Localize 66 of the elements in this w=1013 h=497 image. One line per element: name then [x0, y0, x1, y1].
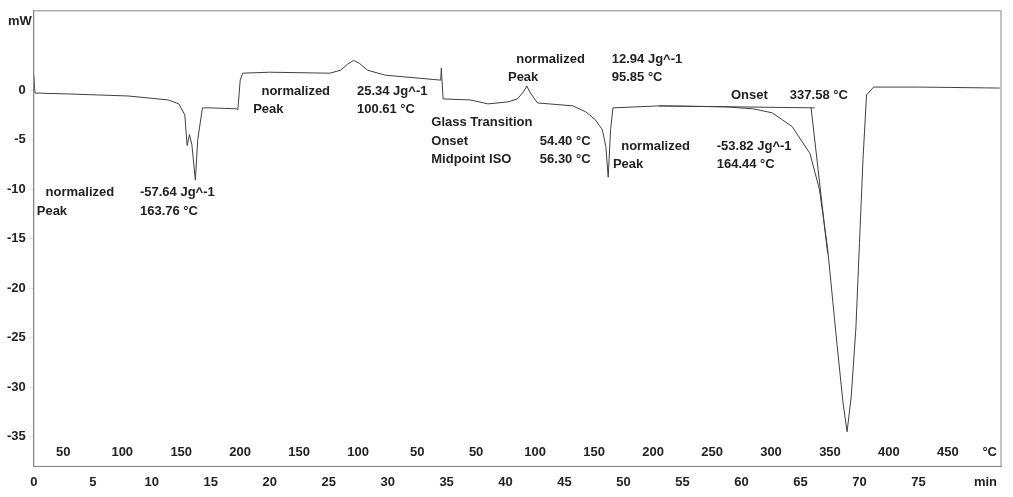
annotation: Peak: [253, 101, 285, 117]
annotation: 95.85 °C: [611, 68, 664, 84]
annotation: normalized: [621, 138, 690, 154]
annotation: Peak: [36, 203, 68, 219]
annotation: normalized: [45, 183, 115, 199]
x-tick-label: 55: [675, 473, 690, 489]
annotation: 50: [468, 443, 484, 459]
y-tick-label: -30: [6, 378, 26, 394]
x-tick-label: 10: [144, 473, 159, 489]
annotation: 250: [701, 443, 723, 459]
annotation: Peak: [612, 155, 645, 171]
x-tick-label: 60: [734, 473, 749, 489]
annotation: 56.30 °C: [539, 150, 592, 166]
annotation: °C: [982, 443, 998, 459]
y-axis-title: mW: [7, 12, 33, 28]
annotation: 450: [937, 443, 959, 459]
x-tick-label: 25: [321, 473, 336, 489]
y-tick-label: -15: [6, 230, 26, 246]
annotation: 150: [170, 443, 193, 459]
x-tick-label: 50: [616, 473, 631, 489]
x-tick-label: 35: [439, 473, 454, 489]
annotation: 50: [409, 443, 425, 459]
x-tick-label: 20: [262, 473, 277, 489]
annotation: 337.58 °C: [789, 86, 849, 102]
annotation: 150: [288, 443, 311, 459]
y-tick-label: -25: [6, 329, 26, 345]
x-tick-label: 0: [30, 473, 38, 489]
annotation: 200: [642, 443, 664, 459]
y-tick-label: -10: [6, 180, 26, 196]
x-tick-label: 5: [89, 473, 97, 489]
annotation: Midpoint ISO: [431, 150, 512, 166]
y-tick-label: -5: [14, 131, 26, 147]
x-tick-label: 15: [203, 473, 218, 489]
annotation: 54.40 °C: [539, 133, 592, 149]
x-tick-label: 70: [852, 473, 867, 489]
y-tick-label: -35: [6, 428, 26, 444]
annotation: 100.61 °C: [356, 101, 416, 117]
annotation: 400: [878, 443, 900, 459]
annotation: normalized: [261, 82, 331, 98]
annotation: 163.76 °C: [139, 203, 199, 219]
y-tick-label: -20: [6, 279, 26, 295]
y-tick-label: 0: [18, 81, 26, 97]
x-tick-label: 40: [498, 473, 513, 489]
annotation: 25.34 Jg^-1: [356, 82, 428, 98]
x-tick-label: 30: [380, 473, 395, 489]
annotation: 100: [524, 443, 546, 459]
annotation: Glass Transition: [431, 114, 533, 130]
annotation: 100: [111, 443, 134, 459]
annotation: 200: [229, 443, 252, 459]
annotation: Peak: [507, 68, 540, 84]
annotation: -53.82 Jg^-1: [716, 138, 792, 154]
annotation: 50: [56, 443, 71, 459]
annotation: 150: [583, 443, 605, 459]
annotation: Onset: [431, 133, 469, 149]
x-tick-label: 75: [911, 473, 926, 489]
annotation: -57.64 Jg^-1: [139, 183, 215, 199]
annotation: 300: [760, 443, 782, 459]
annotation: 12.94 Jg^-1: [611, 50, 683, 66]
annotation: Onset: [730, 86, 769, 102]
annotation: 164.44 °C: [716, 155, 776, 171]
x-axis-title: min: [973, 473, 998, 489]
x-tick-label: 45: [557, 473, 572, 489]
annotation: 100: [347, 443, 370, 459]
annotation: 350: [819, 443, 841, 459]
x-tick-label: 65: [793, 473, 808, 489]
annotation: normalized: [516, 50, 585, 66]
